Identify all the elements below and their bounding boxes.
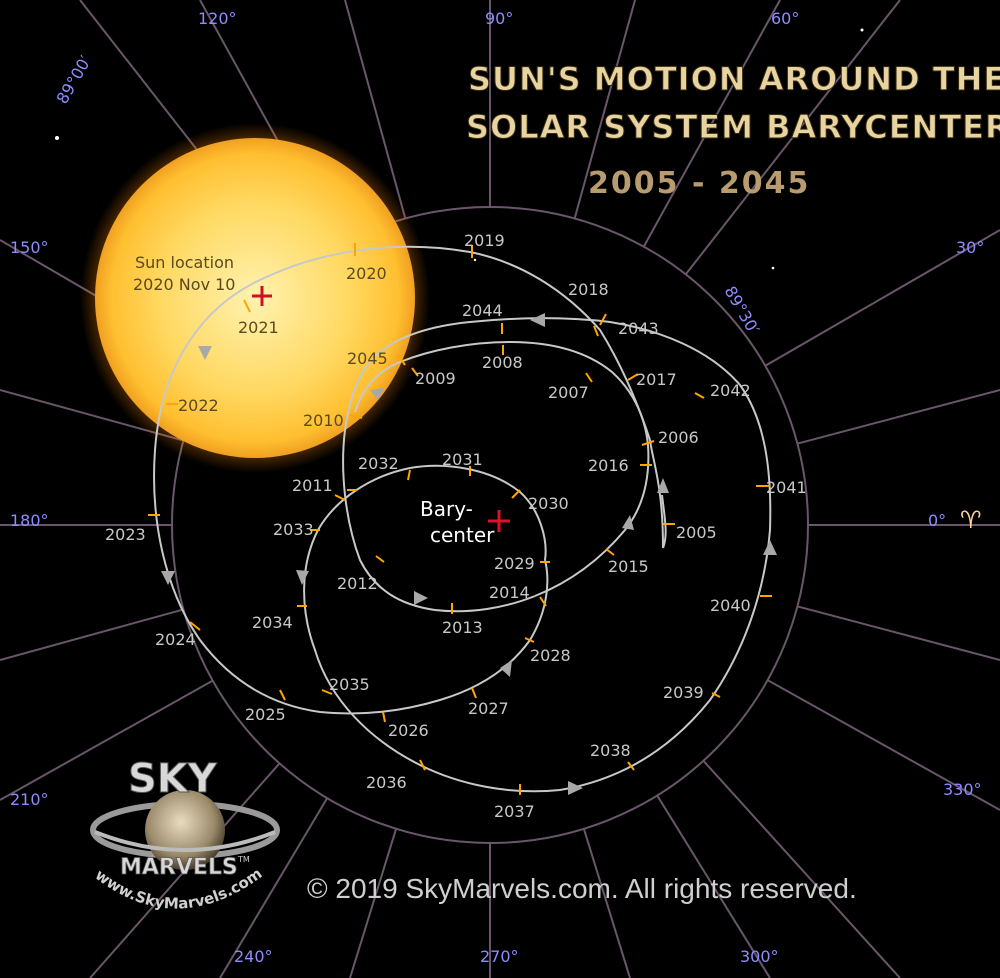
- title-line-1: SUN'S MOTION AROUND THE: [468, 60, 1000, 98]
- year-label-2026: 2026: [388, 721, 429, 740]
- skymarvels-logo: SKY MARVELS TM www.SkyMarvels.com: [90, 756, 280, 913]
- year-label-2012: 2012: [337, 574, 378, 593]
- path-outer-loop: [153, 245, 667, 715]
- dec-label-89-00: 89°00′: [53, 52, 96, 107]
- barycenter-label-1: Bary-: [420, 497, 473, 521]
- dec-circle-89-30: [171, 206, 809, 844]
- year-label-2038: 2038: [590, 741, 631, 760]
- path-arrows: [161, 313, 777, 795]
- year-label-2040: 2040: [710, 596, 751, 615]
- logo-text-marvels: MARVELS: [120, 855, 238, 880]
- degree-label-90: 90°: [485, 9, 513, 28]
- degree-label-60: 60°: [771, 9, 799, 28]
- degree-label-180: 180°: [10, 511, 49, 530]
- sun-center-marker: [252, 286, 272, 306]
- year-label-2010: 2010: [303, 411, 344, 430]
- year-label-2024: 2024: [155, 630, 196, 649]
- year-label-2030: 2030: [528, 494, 569, 513]
- sun: [80, 123, 430, 473]
- year-label-2015: 2015: [608, 557, 649, 576]
- year-label-2019: 2019: [464, 231, 505, 250]
- year-label-2011: 2011: [292, 476, 333, 495]
- year-label-2044: 2044: [462, 301, 503, 320]
- year-label-2013: 2013: [442, 618, 483, 637]
- year-label-2006: 2006: [658, 428, 699, 447]
- arrow: [622, 515, 634, 530]
- year-label-2036: 2036: [366, 773, 407, 792]
- year-label-2031: 2031: [442, 450, 483, 469]
- year-label-2043: 2043: [618, 319, 659, 338]
- year-label-2018: 2018: [568, 280, 609, 299]
- year-label-2041: 2041: [766, 478, 807, 497]
- arrow: [500, 660, 512, 677]
- year-label-2033: 2033: [273, 520, 314, 539]
- logo-tm: TM: [237, 855, 250, 864]
- year-label-2023: 2023: [105, 525, 146, 544]
- arrow: [657, 478, 669, 493]
- degree-label-330: 330°: [943, 780, 982, 799]
- barycenter-label-2: center: [430, 523, 495, 547]
- stars: [55, 28, 864, 270]
- title-range: 2005 - 2045: [588, 166, 810, 201]
- barycenter-marker: [488, 510, 510, 532]
- year-label-2016: 2016: [588, 456, 629, 475]
- arrow: [161, 571, 175, 585]
- year-label-2008: 2008: [482, 353, 523, 372]
- star: [860, 28, 864, 32]
- degree-label-30: 30°: [956, 238, 984, 257]
- year-label-2035: 2035: [329, 675, 370, 694]
- degree-label-240: 240°: [234, 947, 273, 966]
- degree-label-0: 0°: [928, 511, 946, 530]
- year-label-2021: 2021: [238, 318, 279, 337]
- star: [771, 266, 775, 270]
- year-label-2014: 2014: [489, 583, 530, 602]
- year-label-2037: 2037: [494, 802, 535, 821]
- sun-disk: [95, 138, 415, 458]
- arrow: [568, 781, 583, 795]
- arrow: [763, 540, 777, 555]
- degree-label-150: 150°: [10, 238, 49, 257]
- aries-icon: ♈: [960, 506, 982, 534]
- arrow: [414, 591, 428, 605]
- year-label-2017: 2017: [636, 370, 677, 389]
- year-label-2042: 2042: [710, 381, 751, 400]
- year-label-2029: 2029: [494, 554, 535, 573]
- year-ticks: [148, 243, 772, 795]
- star: [473, 258, 477, 262]
- year-labels: 2005 2006 2007 2008 2009 2010 2011 2012 …: [105, 231, 807, 821]
- copyright-notice: © 2019 SkyMarvels.com. All rights reserv…: [307, 873, 857, 904]
- arrow: [530, 313, 545, 327]
- arrow: [296, 570, 309, 585]
- year-label-2027: 2027: [468, 699, 509, 718]
- year-label-2032: 2032: [358, 454, 399, 473]
- sun-location-label-1: Sun location: [135, 253, 234, 272]
- title-line-2: SOLAR SYSTEM BARYCENTER: [466, 108, 1000, 146]
- arrow: [198, 346, 212, 360]
- star: [55, 136, 59, 140]
- year-label-2034: 2034: [252, 613, 293, 632]
- title-block: SUN'S MOTION AROUND THE SOLAR SYSTEM BAR…: [466, 60, 1000, 202]
- degree-label-300: 300°: [740, 947, 779, 966]
- year-label-2020: 2020: [346, 264, 387, 283]
- logo-ring-front: [94, 830, 276, 852]
- year-label-2045: 2045: [347, 349, 388, 368]
- logo-text-sky: SKY: [128, 756, 218, 802]
- degree-label-120: 120°: [198, 9, 237, 28]
- path-2005-start: [649, 439, 664, 549]
- year-label-2025: 2025: [245, 705, 286, 724]
- year-label-2028: 2028: [530, 646, 571, 665]
- arrow: [370, 388, 384, 400]
- degree-label-210: 210°: [10, 790, 49, 809]
- sun-location-label-2: 2020 Nov 10: [133, 275, 235, 294]
- year-label-2005: 2005: [676, 523, 717, 542]
- year-label-2039: 2039: [663, 683, 704, 702]
- year-label-2009: 2009: [415, 369, 456, 388]
- year-label-2007: 2007: [548, 383, 589, 402]
- year-label-2022: 2022: [178, 396, 219, 415]
- degree-label-270: 270°: [480, 947, 519, 966]
